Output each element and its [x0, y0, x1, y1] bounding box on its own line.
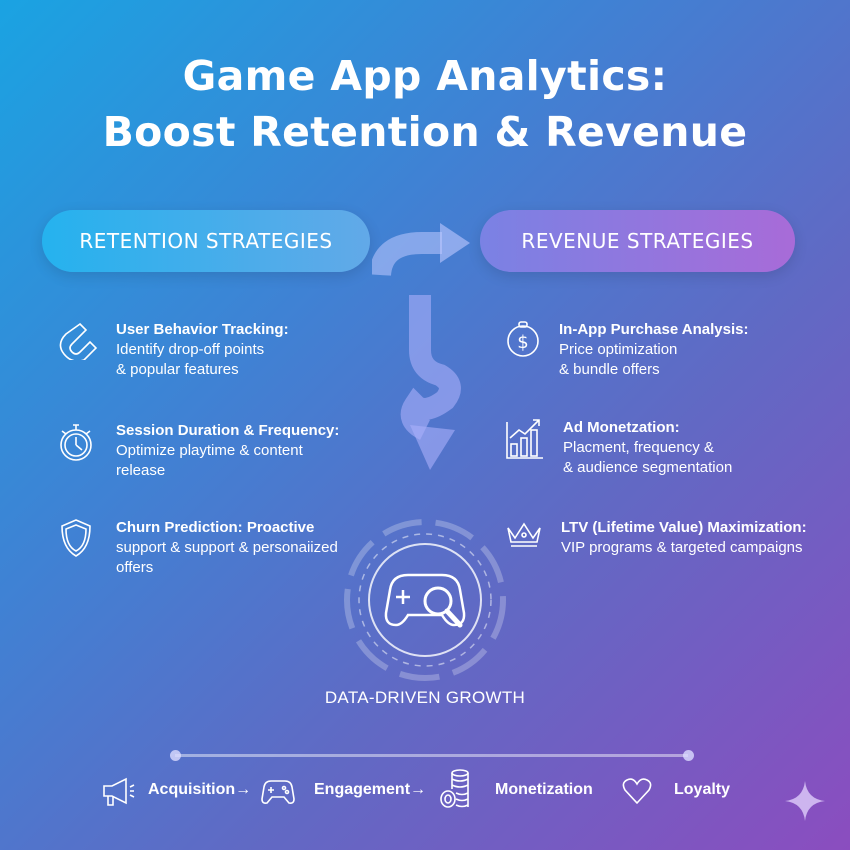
megaphone-icon	[103, 777, 135, 806]
item-text: VIP programs & targeted campaigns	[561, 539, 803, 556]
funnel-engagement: Engagement→	[314, 781, 427, 798]
item-text: Price optimization	[559, 341, 678, 358]
crown-icon	[507, 522, 541, 547]
retention-strategies-pill: RETENTION STRATEGIES	[42, 210, 370, 272]
retention-label: RETENTION STRATEGIES	[79, 229, 333, 253]
sparkle-icon	[785, 781, 825, 821]
title-line-1: Game App Analytics:	[182, 52, 668, 100]
curved-right-arrow-icon	[372, 223, 470, 277]
stopwatch-icon	[60, 424, 92, 461]
revenue-item-ltv: LTV (Lifetime Value) Maximization: VIP pr…	[505, 518, 807, 558]
item-text: Identify drop-off points	[116, 341, 265, 358]
timeline-end-dot	[683, 750, 694, 761]
revenue-item-iap: $ In-App Purchase Analysis: Price optimiz…	[505, 320, 749, 380]
revenue-label: REVENUE STRATEGIES	[521, 229, 754, 253]
heart-icon	[622, 778, 652, 805]
gamepad-magnifier-icon	[344, 519, 506, 681]
s-curve-down-arrow-icon	[400, 295, 461, 470]
item-text: Optimize playtime & content	[116, 442, 303, 459]
item-heading: In-App Purchase Analysis:	[559, 321, 749, 338]
funnel-loyalty: Loyalty	[674, 781, 731, 798]
item-text: Placment, frequency &	[563, 439, 714, 456]
dollar-coin-icon: $	[507, 321, 539, 357]
shield-icon	[61, 519, 91, 557]
bar-chart-growth-icon	[506, 419, 543, 459]
retention-item-session: Session Duration & Frequency: Optimize pl…	[58, 421, 339, 481]
retention-item-behavior: User Behavior Tracking: Identify drop-off…	[58, 320, 289, 380]
data-driven-growth-label: DATA-DRIVEN GROWTH	[324, 688, 526, 707]
coins-icon	[440, 769, 469, 808]
title-line-2: Boost Retention & Revenue	[102, 108, 748, 156]
item-text: support & support & personaiized	[116, 539, 338, 556]
svg-text:$: $	[517, 332, 528, 353]
item-text: & audience segmentation	[563, 459, 733, 476]
item-text: offers	[116, 559, 154, 576]
timeline-start-dot	[170, 750, 181, 761]
item-heading: User Behavior Tracking:	[116, 321, 289, 338]
magnet-icon	[59, 322, 98, 360]
funnel-acquisition: Acquisition→	[148, 781, 252, 798]
revenue-item-ads: Ad Monetzation: Placment, frequency & & au…	[505, 418, 732, 478]
funnel-monetization: Monetization	[495, 781, 593, 798]
item-heading: LTV (Lifetime Value) Maximization:	[561, 519, 807, 536]
item-text: release	[116, 462, 166, 479]
timeline-line	[175, 754, 688, 757]
item-text: & popular features	[116, 361, 239, 378]
item-heading: Session Duration & Frequency:	[116, 422, 340, 439]
page-title: Game App Analytics: Boost Retention & Re…	[0, 48, 850, 160]
item-heading: Ad Monetzation:	[563, 419, 680, 436]
gamepad-icon	[261, 780, 295, 804]
revenue-strategies-pill: REVENUE STRATEGIES	[480, 210, 795, 272]
retention-item-churn: Churn Prediction: Proactive support & sup…	[58, 518, 338, 578]
item-text: & bundle offers	[559, 361, 660, 378]
funnel-row: Acquisition→ Engagement→ Monetization Lo…	[100, 769, 740, 808]
item-heading: Churn Prediction: Proactive	[116, 519, 315, 536]
